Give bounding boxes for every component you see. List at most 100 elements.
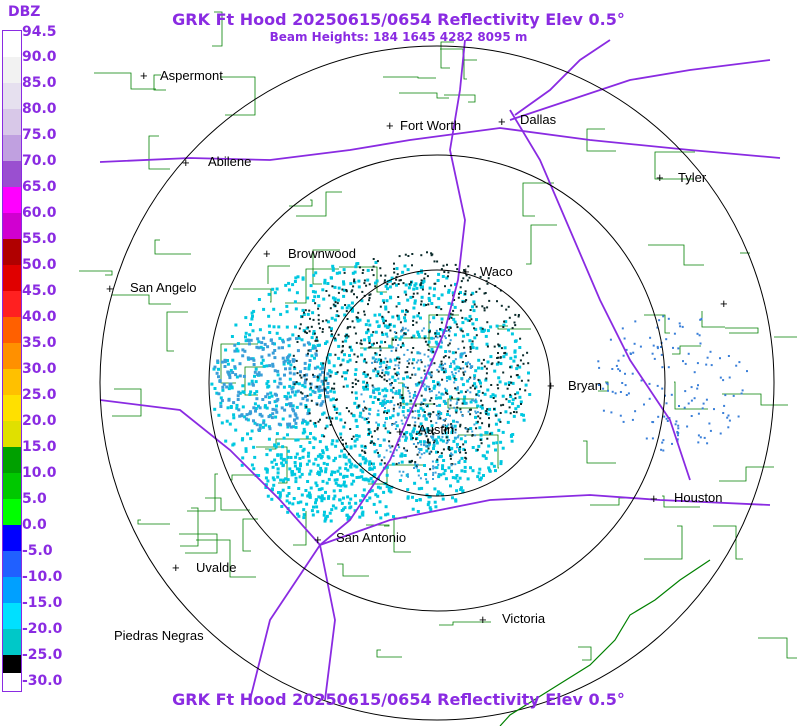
echo-pixel bbox=[415, 286, 419, 290]
echo-pixel bbox=[392, 515, 395, 519]
echo-pixel bbox=[362, 372, 366, 376]
echo-pixel bbox=[272, 307, 276, 311]
echo-pixel bbox=[386, 371, 390, 375]
echo-pixel bbox=[237, 390, 241, 394]
echo-pixel bbox=[341, 340, 344, 343]
echo-pixel bbox=[699, 436, 702, 439]
echo-pixel bbox=[393, 262, 395, 265]
echo-pixel bbox=[220, 360, 224, 364]
echo-pixel bbox=[312, 505, 315, 509]
echo-pixel bbox=[465, 354, 467, 357]
city-waco: + Waco bbox=[462, 264, 513, 279]
echo-pixel bbox=[441, 464, 445, 468]
echo-pixel bbox=[275, 331, 279, 335]
echo-pixel bbox=[464, 293, 467, 295]
echo-pixel bbox=[344, 462, 348, 466]
echo-pixel bbox=[517, 315, 520, 318]
echo-pixel bbox=[398, 279, 401, 282]
echo-pixel bbox=[519, 359, 522, 362]
echo-pixel bbox=[391, 445, 394, 448]
echo-pixel bbox=[355, 437, 359, 441]
echo-pixel bbox=[424, 433, 427, 436]
echo-pixel bbox=[429, 451, 432, 454]
echo-pixel bbox=[294, 421, 298, 425]
echo-pixel bbox=[333, 382, 336, 385]
echo-pixel bbox=[474, 327, 478, 331]
echo-pixel bbox=[406, 268, 410, 272]
echo-pixel bbox=[254, 407, 258, 410]
echo-pixel bbox=[451, 453, 454, 456]
echo-pixel bbox=[376, 494, 380, 498]
echo-pixel bbox=[446, 427, 449, 430]
echo-pixel bbox=[423, 428, 426, 431]
echo-pixel bbox=[316, 365, 320, 369]
echo-pixel bbox=[402, 405, 406, 409]
echo-pixel bbox=[448, 449, 451, 451]
echo-pixel bbox=[437, 417, 440, 420]
echo-pixel bbox=[444, 418, 447, 420]
echo-pixel bbox=[468, 314, 472, 318]
echo-pixel bbox=[378, 354, 381, 356]
echo-pixel bbox=[446, 413, 449, 416]
echo-pixel bbox=[283, 359, 287, 363]
echo-pixel bbox=[286, 510, 290, 514]
echo-pixel bbox=[404, 371, 407, 374]
echo-pixel bbox=[365, 499, 369, 503]
echo-pixel bbox=[474, 400, 478, 404]
city-uvalde: + Uvalde bbox=[172, 560, 236, 575]
echo-pixel bbox=[450, 431, 454, 435]
echo-pixel bbox=[436, 383, 439, 386]
echo-pixel bbox=[362, 408, 364, 411]
echo-pixel bbox=[396, 314, 400, 318]
echo-pixel bbox=[265, 468, 269, 472]
echo-pixel bbox=[285, 397, 289, 401]
echo-pixel bbox=[334, 481, 338, 485]
echo-pixel bbox=[397, 302, 401, 305]
echo-pixel bbox=[279, 453, 283, 457]
echo-pixel bbox=[276, 442, 280, 446]
echo-pixel bbox=[318, 385, 322, 389]
echo-pixel bbox=[363, 347, 367, 351]
echo-pixel bbox=[315, 484, 319, 488]
echo-pixel bbox=[324, 395, 328, 399]
echo-pixel bbox=[407, 475, 409, 478]
svg-text:+: + bbox=[172, 560, 180, 575]
echo-pixel bbox=[631, 372, 634, 375]
echo-pixel bbox=[372, 466, 376, 470]
echo-pixel bbox=[397, 443, 400, 446]
echo-pixel bbox=[420, 361, 423, 364]
echo-pixel bbox=[409, 295, 413, 299]
echo-pixel bbox=[381, 403, 384, 407]
echo-pixel bbox=[430, 371, 433, 374]
echo-pixel bbox=[360, 475, 364, 479]
echo-pixel bbox=[504, 320, 508, 324]
echo-pixel bbox=[294, 480, 298, 484]
legend-tick-22: -10.0 bbox=[22, 569, 63, 585]
echo-pixel bbox=[314, 424, 317, 428]
echo-pixel bbox=[489, 325, 493, 329]
echo-pixel bbox=[304, 309, 307, 312]
county-line bbox=[725, 327, 759, 334]
swatch-26 bbox=[3, 673, 21, 691]
echo-pixel bbox=[404, 333, 407, 336]
swatch-10 bbox=[3, 265, 21, 291]
echo-pixel bbox=[412, 347, 415, 349]
range-ring-inner bbox=[323, 269, 551, 497]
echo-pixel bbox=[362, 488, 366, 492]
radar-map: + Aspermont + Fort Worth + Dallas + Abilene … bbox=[79, 11, 797, 726]
echo-pixel bbox=[625, 348, 628, 351]
echo-pixel bbox=[475, 393, 478, 396]
echo-pixel bbox=[406, 473, 409, 476]
echo-pixel bbox=[439, 396, 443, 400]
echo-pixel bbox=[372, 274, 375, 277]
echo-pixel bbox=[368, 283, 371, 286]
echo-pixel bbox=[370, 489, 374, 493]
echo-pixel bbox=[326, 385, 330, 389]
echo-pixel bbox=[305, 405, 308, 408]
echo-pixel bbox=[363, 450, 366, 453]
echo-pixel bbox=[494, 422, 498, 426]
echo-pixel bbox=[485, 342, 489, 346]
echo-pixel bbox=[418, 425, 421, 428]
echo-pixel bbox=[348, 460, 352, 464]
echo-pixel bbox=[438, 491, 442, 495]
